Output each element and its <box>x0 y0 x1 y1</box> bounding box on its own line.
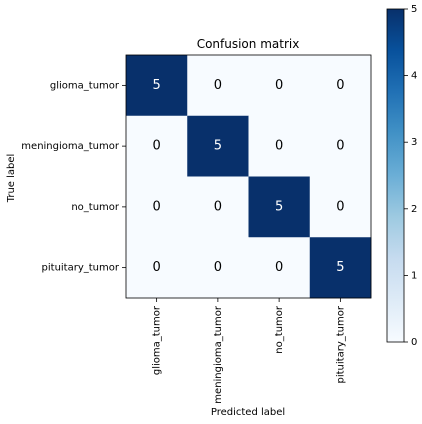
y-axis-label: True label <box>6 154 17 204</box>
x-tick-label: pituitary_tumor <box>335 305 346 383</box>
cell-value-label: 0 <box>275 78 283 93</box>
y-tick-label: meningioma_tumor <box>21 141 120 152</box>
colorbar-gradient <box>387 9 404 342</box>
colorbar-tick-label: 2 <box>411 204 417 215</box>
cell-value-label: 5 <box>275 199 283 214</box>
cell-value-label: 5 <box>152 78 160 93</box>
cell-value-label: 0 <box>336 199 344 214</box>
heatmap-cells <box>126 55 371 298</box>
cell-value-label: 0 <box>152 260 160 275</box>
y-tick-label: no_tumor <box>71 202 120 213</box>
cell-value-label: 0 <box>275 139 283 154</box>
x-tick-label: meningioma_tumor <box>213 305 224 404</box>
cell-value-label: 0 <box>336 78 344 93</box>
colorbar-tick-label: 5 <box>411 4 417 15</box>
cell-value-label: 0 <box>214 260 222 275</box>
y-tick-label: pituitary_tumor <box>42 263 120 274</box>
x-tick-label: glioma_tumor <box>152 305 163 375</box>
x-tick-label: no_tumor <box>274 305 285 354</box>
colorbar-tick-label: 4 <box>411 71 417 82</box>
x-axis-label: Predicted label <box>211 407 285 418</box>
colorbar: 0 1 2 3 4 5 <box>387 4 417 348</box>
colorbar-tick-label: 0 <box>411 337 417 348</box>
cell-value-label: 5 <box>214 139 222 154</box>
colorbar-tick-label: 3 <box>411 137 417 148</box>
cell-value-label: 0 <box>214 199 222 214</box>
cell-value-label: 0 <box>336 139 344 154</box>
cell-value-label: 0 <box>214 78 222 93</box>
cell-value-label: 0 <box>152 199 160 214</box>
cell-value-label: 5 <box>336 260 344 275</box>
cell-value-label: 0 <box>275 260 283 275</box>
colorbar-tick-label: 1 <box>411 270 417 281</box>
y-tick-label: glioma_tumor <box>50 80 120 91</box>
cell-value-label: 0 <box>152 139 160 154</box>
chart-title: Confusion matrix <box>197 37 300 51</box>
